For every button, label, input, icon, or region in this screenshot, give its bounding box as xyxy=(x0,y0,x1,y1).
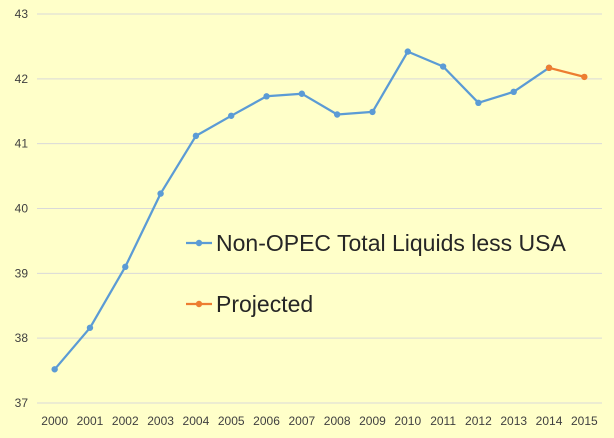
data-point xyxy=(475,99,482,107)
gridlines xyxy=(37,13,602,404)
data-point xyxy=(228,112,235,119)
y-tick-label: 39 xyxy=(15,266,29,280)
legend-label: Non-OPEC Total Liquids less USA xyxy=(216,230,566,256)
x-tick-label: 2005 xyxy=(218,414,245,428)
x-tick-label: 2012 xyxy=(465,414,492,428)
y-axis-tick-labels: 37 38 39 40 41 42 43 xyxy=(15,7,29,410)
x-tick-label: 2011 xyxy=(430,414,456,428)
series-2 xyxy=(545,64,588,81)
series-1 xyxy=(51,48,553,373)
data-point xyxy=(298,90,306,97)
y-tick-label: 42 xyxy=(15,72,29,86)
x-tick-label: 2002 xyxy=(112,414,139,428)
data-point xyxy=(51,366,58,373)
data-point xyxy=(404,48,411,55)
legend-item: Non-OPEC Total Liquids less USA xyxy=(186,230,566,256)
x-tick-label: 2013 xyxy=(500,414,527,428)
data-point xyxy=(369,108,376,116)
y-tick-label: 38 xyxy=(15,331,29,345)
y-tick-label: 43 xyxy=(15,7,29,21)
y-tick-label: 40 xyxy=(15,202,29,216)
series-lines xyxy=(51,48,588,373)
data-point xyxy=(157,190,164,197)
legend-swatch-marker xyxy=(195,239,203,247)
x-tick-label: 2008 xyxy=(324,414,351,428)
legend-label: Projected xyxy=(216,291,313,317)
x-tick-label: 2001 xyxy=(77,414,104,428)
x-tick-label: 2007 xyxy=(288,414,315,428)
x-axis-tick-labels: 2000 2001 2002 2003 2004 2005 2006 2007 2008 2009… xyxy=(41,414,598,428)
data-point xyxy=(439,63,447,70)
data-point xyxy=(192,132,200,140)
y-tick-label: 37 xyxy=(15,396,29,410)
data-point xyxy=(263,93,270,100)
legend-item: Projected xyxy=(186,291,313,317)
series-line xyxy=(53,50,551,371)
x-tick-label: 2014 xyxy=(536,414,563,428)
x-tick-label: 2003 xyxy=(147,414,174,428)
x-tick-label: 2010 xyxy=(394,414,421,428)
x-tick-label: 2004 xyxy=(183,414,210,428)
data-point xyxy=(333,111,341,118)
data-point xyxy=(122,263,129,271)
legend-swatch-marker xyxy=(195,300,203,308)
x-tick-label: 2006 xyxy=(253,414,280,428)
x-tick-label: 2015 xyxy=(571,414,598,428)
x-tick-label: 2009 xyxy=(359,414,386,428)
series-line xyxy=(547,66,586,79)
data-point xyxy=(510,88,517,96)
legend: Non-OPEC Total Liquids less USA Projected xyxy=(186,230,566,317)
data-point xyxy=(581,73,588,81)
data-point xyxy=(545,64,553,72)
y-tick-label: 41 xyxy=(15,137,29,151)
x-tick-label: 2000 xyxy=(41,414,68,428)
data-point xyxy=(86,324,94,331)
